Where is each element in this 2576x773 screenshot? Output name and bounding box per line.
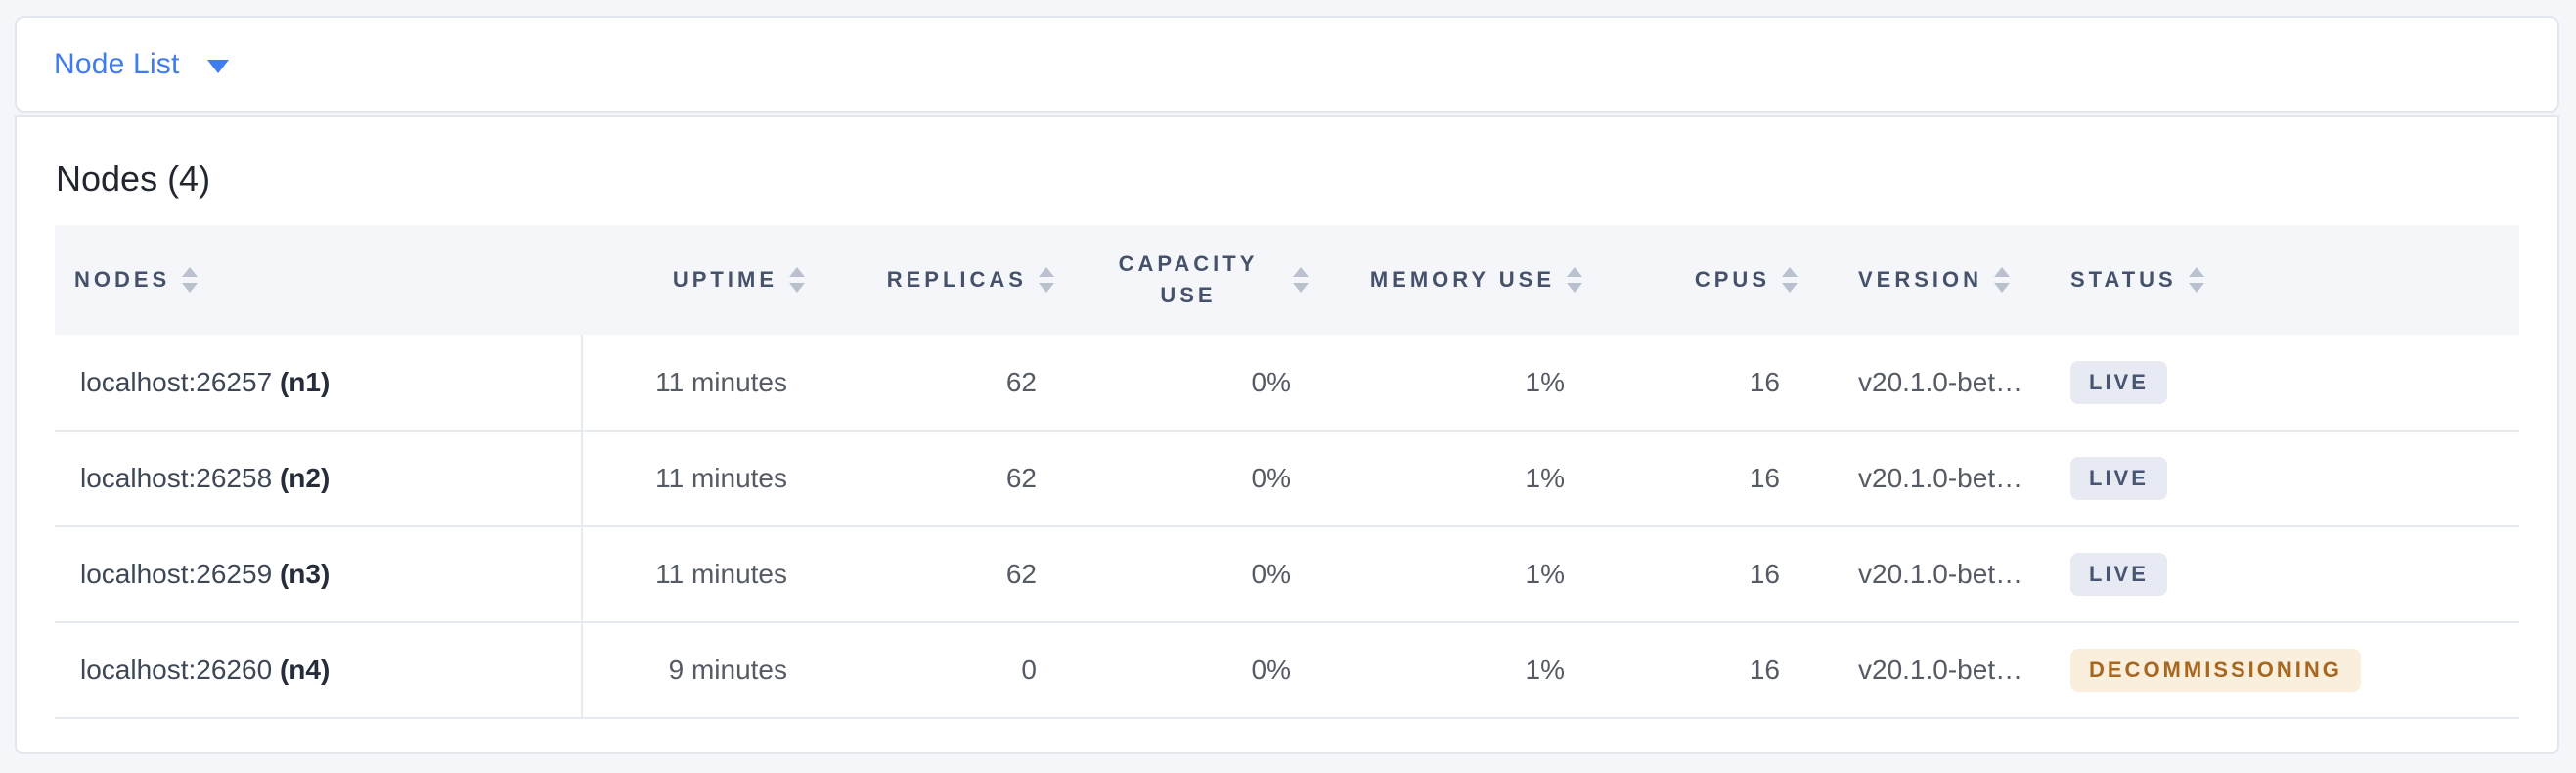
status-badge: LIVE	[2070, 457, 2167, 500]
cell-status: LIVE	[2044, 335, 2519, 431]
column-header-label: CAPACITY USE	[1118, 251, 1259, 307]
view-selector-card: Node List	[15, 16, 2559, 113]
sort-icon	[789, 267, 805, 293]
sort-icon	[182, 267, 199, 293]
cell-memory_use: 1%	[1525, 655, 1565, 685]
cell-cpus: 16	[1749, 559, 1780, 589]
cell-nodes: localhost:26258 (n2)	[55, 431, 583, 526]
cell-nodes: localhost:26257 (n1)	[55, 335, 583, 431]
cell-uptime: 11 minutes	[655, 463, 787, 493]
node-id: (n4)	[279, 655, 331, 685]
column-header-label: VERSION	[1858, 267, 1983, 292]
cell-capacity_use: 0%	[1251, 366, 1291, 397]
node-address: localhost:26257	[80, 366, 273, 397]
cell-uptime: 11 minutes	[655, 366, 787, 397]
view-selector-label: Node List	[54, 47, 180, 80]
cell-uptime: 11 minutes	[655, 559, 787, 589]
cell-version: v20.1.0-bet…	[1858, 655, 2023, 685]
cell-replicas: 62	[1005, 366, 1037, 397]
cell-capacity_use: 0%	[1251, 463, 1291, 493]
column-header-uptime[interactable]: UPTIME	[582, 225, 817, 335]
cell-memory_use: 1%	[1525, 366, 1565, 397]
view-selector-dropdown[interactable]: Node List	[54, 48, 229, 81]
cell-cpus: 16	[1749, 463, 1780, 493]
status-badge: LIVE	[2070, 553, 2167, 596]
sort-icon	[1039, 267, 1054, 293]
cell-version: v20.1.0-bet…	[1858, 559, 2023, 589]
cell-replicas: 62	[1005, 463, 1037, 493]
status-badge: LIVE	[2070, 360, 2167, 404]
column-header-nodes[interactable]: NODES	[55, 225, 582, 335]
sort-icon	[1782, 267, 1798, 293]
column-header-label: UPTIME	[672, 267, 777, 292]
column-header-replicas[interactable]: REPLICAS	[817, 225, 1066, 335]
table-row: localhost:26258 (n2) 11 minutes 62 0% 1% 16 v2…	[55, 431, 2519, 526]
page-title: Nodes (4)	[56, 159, 211, 199]
sort-icon	[1293, 267, 1309, 293]
caret-down-icon	[206, 59, 229, 73]
node-id: (n1)	[279, 366, 331, 397]
nodes-table: NODES UPTIME REPLICAS CAPACITY USE MEMORY US…	[55, 225, 2519, 719]
node-address: localhost:26258	[80, 463, 273, 493]
table-row: localhost:26259 (n3) 11 minutes 62 0% 1% 16 v2…	[55, 526, 2519, 622]
column-header-memory_use[interactable]: MEMORY USE	[1320, 225, 1594, 335]
cell-capacity_use: 0%	[1251, 655, 1291, 685]
cell-replicas: 62	[1005, 559, 1037, 589]
column-header-version[interactable]: VERSION	[1809, 225, 2044, 335]
table-header-row: NODES UPTIME REPLICAS CAPACITY USE MEMORY US…	[55, 225, 2519, 335]
nodes-table-wrapper: NODES UPTIME REPLICAS CAPACITY USE MEMORY US…	[55, 225, 2519, 719]
column-header-label: REPLICAS	[886, 267, 1027, 292]
cell-version: v20.1.0-bet…	[1858, 366, 2023, 397]
status-badge: DECOMMISSIONING	[2070, 649, 2361, 692]
cell-status: DECOMMISSIONING	[2044, 622, 2519, 718]
cell-status: LIVE	[2044, 526, 2519, 622]
sort-icon	[1994, 267, 2011, 293]
node-address: localhost:26259	[80, 559, 273, 589]
column-header-label: STATUS	[2070, 267, 2177, 292]
column-header-status[interactable]: STATUS	[2044, 225, 2519, 335]
node-id: (n2)	[279, 463, 331, 493]
cell-nodes: localhost:26259 (n3)	[55, 526, 583, 622]
node-id: (n3)	[279, 559, 331, 589]
cell-nodes: localhost:26260 (n4)	[55, 622, 583, 718]
node-address: localhost:26260	[80, 655, 273, 685]
table-row: localhost:26257 (n1) 11 minutes 62 0% 1% 16 v2…	[55, 335, 2519, 431]
sort-icon	[1567, 267, 1582, 293]
column-header-label: CPUS	[1694, 267, 1770, 292]
table-row: localhost:26260 (n4) 9 minutes 0 0% 1% 16 v20.…	[55, 622, 2519, 718]
cell-uptime: 9 minutes	[668, 655, 787, 685]
column-header-label: MEMORY USE	[1369, 267, 1555, 292]
sort-icon	[2188, 267, 2204, 293]
cell-capacity_use: 0%	[1251, 559, 1291, 589]
column-header-capacity_use[interactable]: CAPACITY USE	[1066, 225, 1320, 335]
cell-version: v20.1.0-bet…	[1858, 463, 2023, 493]
cell-status: LIVE	[2044, 431, 2519, 526]
cell-cpus: 16	[1749, 655, 1780, 685]
cell-cpus: 16	[1749, 366, 1780, 397]
cell-replicas: 0	[1021, 655, 1037, 685]
column-header-cpus[interactable]: CPUS	[1594, 225, 1809, 335]
nodes-panel: Nodes (4) NODES UPTIME REPLICAS CAPACITY US…	[15, 115, 2559, 754]
cell-memory_use: 1%	[1525, 559, 1565, 589]
column-header-label: NODES	[74, 267, 171, 292]
cell-memory_use: 1%	[1525, 463, 1565, 493]
